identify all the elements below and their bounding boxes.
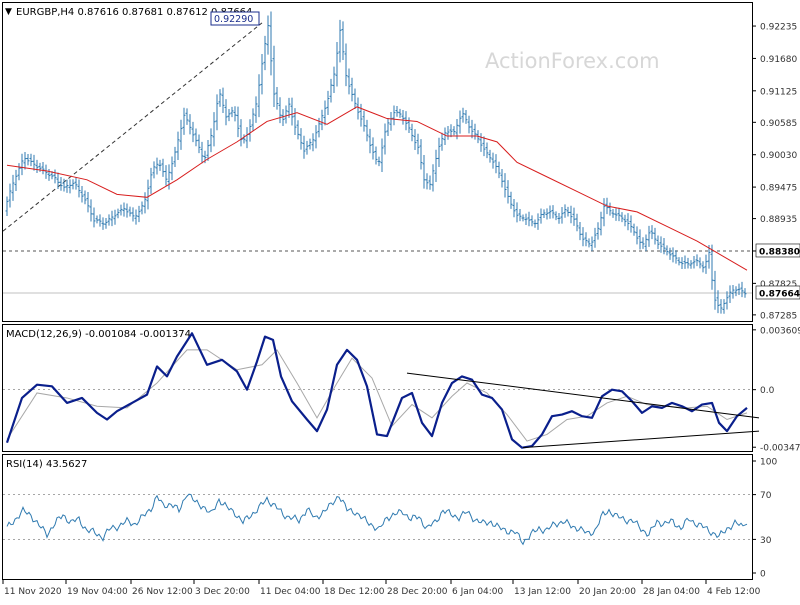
level-tag-text: 0.88380 <box>759 247 800 257</box>
xtick-label: 3 Dec 20:00 <box>195 587 250 597</box>
price-ytick-label: 0.89475 <box>760 184 797 194</box>
price-ytick-label: 0.91125 <box>760 87 797 97</box>
high-trendline <box>2 22 263 232</box>
rsi-title: RSI(14) 43.5627 <box>6 459 87 470</box>
xtick-label: 11 Nov 2020 <box>4 587 62 597</box>
xtick-label: 18 Dec 12:00 <box>324 587 385 597</box>
xtick-label: 26 Nov 12:00 <box>132 587 193 597</box>
macd-ytick-label: -0.003472 <box>760 444 800 454</box>
price-ytick-label: 0.91680 <box>760 55 797 65</box>
macd-panel-frame <box>2 324 753 452</box>
price-bars-layer: 0.92290 <box>2 11 752 314</box>
rsi-ytick-label: 30 <box>760 536 772 546</box>
xtick-label: 20 Jan 20:00 <box>579 587 636 597</box>
macd-ytick-label: 0.0 <box>760 386 775 396</box>
rsi-panel-frame <box>2 454 753 580</box>
last-price-tag-text: 0.87664 <box>759 289 800 299</box>
rsi-line <box>6 493 748 546</box>
rsi-ytick-label: 0 <box>760 570 766 580</box>
symbol-header: EURGBP,H4 0.87616 0.87681 0.87612 0.8766… <box>16 7 252 18</box>
rsi-ytick-label: 100 <box>760 458 777 468</box>
price-ytick-label: 0.87825 <box>760 280 797 290</box>
macd-main-line <box>5 332 748 449</box>
price-ytick-label: 0.90585 <box>760 119 797 129</box>
rsi-ytick-label: 70 <box>760 491 772 501</box>
xtick-label: 4 Feb 12:00 <box>707 587 761 597</box>
high-label-text: 0.92290 <box>214 14 253 25</box>
price-ytick-label: 0.92235 <box>760 23 797 33</box>
macd-signal-line <box>6 349 748 442</box>
xtick-label: 28 Jan 04:00 <box>643 587 700 597</box>
price-ytick-label: 0.88935 <box>760 215 797 225</box>
moving-average-line <box>6 106 748 271</box>
price-panel-frame <box>2 2 753 322</box>
xtick-label: 28 Dec 20:00 <box>387 587 448 597</box>
xtick-label: 6 Jan 04:00 <box>452 587 504 597</box>
price-ytick-label: 0.87285 <box>760 311 797 321</box>
high-label-box <box>210 11 260 26</box>
macd-layer <box>3 332 760 449</box>
macd-trendline <box>522 430 760 449</box>
axis-layer: 0.92235 0.91680 0.91125 0.90585 0.90030 0.894… <box>2 23 800 597</box>
last-price-tag-box <box>755 285 800 300</box>
macd-title: MACD(12,26,9) -0.001084 -0.001374 <box>6 329 191 340</box>
watermark-text: ActionForex.com <box>485 49 660 73</box>
xtick-label: 19 Nov 04:00 <box>67 587 128 597</box>
xtick-label: 13 Jan 12:00 <box>514 587 571 597</box>
macd-trendline <box>406 372 760 419</box>
level-tag-box <box>755 243 800 258</box>
rsi-layer <box>3 493 752 546</box>
price-ytick-label: 0.90030 <box>760 151 797 161</box>
macd-ytick-label: 0.003609 <box>760 326 800 336</box>
dropdown-arrow-icon[interactable]: ▼ <box>5 7 12 17</box>
xtick-label: 11 Dec 04:00 <box>260 587 321 597</box>
